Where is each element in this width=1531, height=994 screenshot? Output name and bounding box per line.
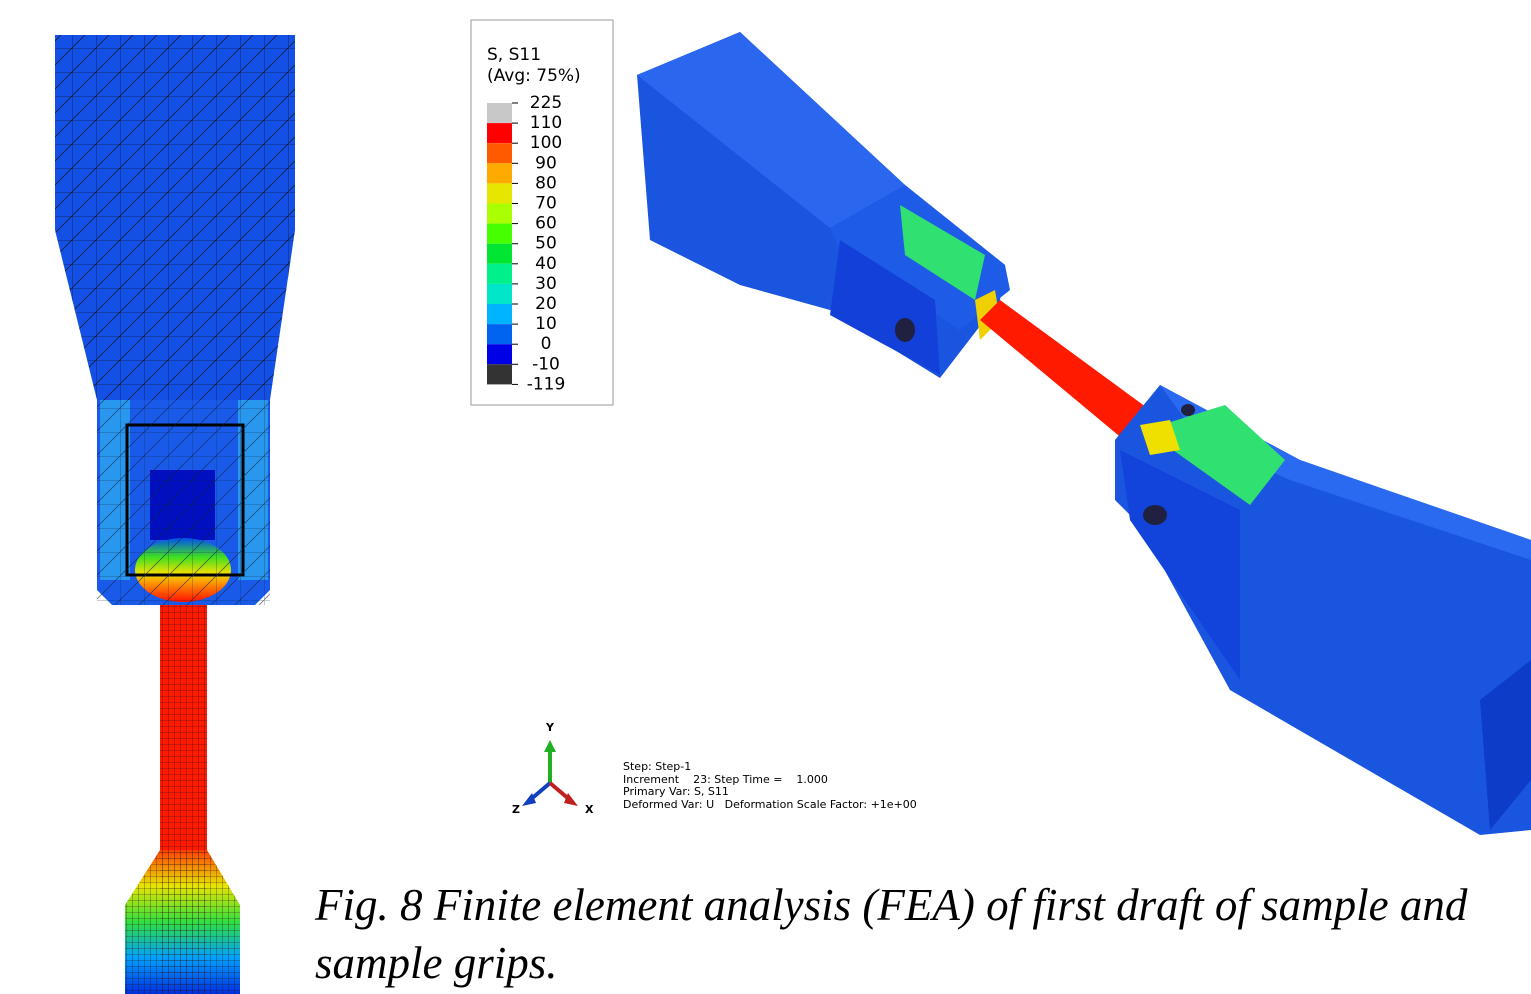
legend-swatch xyxy=(487,123,512,143)
legend-swatch xyxy=(487,143,512,163)
triad-y-label: Y xyxy=(545,721,555,734)
legend-swatch xyxy=(487,364,512,384)
info-line: Step: Step-1 xyxy=(623,761,917,774)
legend-label: 225 xyxy=(530,93,562,113)
legend-swatch xyxy=(487,344,512,364)
legend-swatch xyxy=(487,163,512,183)
legend-title: S, S11 xyxy=(487,45,541,65)
info-line: Primary Var: S, S11 xyxy=(623,786,917,799)
axis-triad: Y Z X xyxy=(512,721,594,816)
left-model xyxy=(55,35,295,994)
legend-swatch xyxy=(487,264,512,284)
figure: S, S11 (Avg: 75%) 2251101009080706050403… xyxy=(0,0,1531,994)
legend-label: 100 xyxy=(530,133,562,153)
legend-subtitle: (Avg: 75%) xyxy=(487,66,581,86)
legend-swatch xyxy=(487,304,512,324)
legend-label: -119 xyxy=(527,374,566,394)
legend-swatch xyxy=(487,244,512,264)
legend-label: 20 xyxy=(535,294,557,314)
triad-y-head xyxy=(544,740,556,752)
right-model xyxy=(637,32,1531,835)
legend-label: 10 xyxy=(535,314,557,334)
figure-caption: Fig. 8 Finite element analysis (FEA) of … xyxy=(315,876,1505,992)
legend-label: 90 xyxy=(535,153,557,173)
legend-label: 40 xyxy=(535,254,557,274)
page: {"legend": {"title": "S, S11", "subtitle… xyxy=(0,0,1531,994)
legend-label: 60 xyxy=(535,214,557,234)
legend-swatch xyxy=(487,204,512,224)
legend-label: 30 xyxy=(535,274,557,294)
triad-z-label: Z xyxy=(512,803,520,816)
legend-label: 50 xyxy=(535,234,557,254)
legend-swatch xyxy=(487,224,512,244)
legend-label: 0 xyxy=(541,334,552,354)
legend: S, S11 (Avg: 75%) 2251101009080706050403… xyxy=(471,20,613,405)
legend-swatch xyxy=(487,284,512,304)
info-line: Deformed Var: U Deformation Scale Factor… xyxy=(623,799,917,812)
legend-swatch xyxy=(487,183,512,203)
legend-label: 70 xyxy=(535,194,557,214)
legend-label: -10 xyxy=(532,354,560,374)
triad-x-label: X xyxy=(585,803,594,816)
legend-swatch xyxy=(487,324,512,344)
legend-label: 110 xyxy=(530,113,562,133)
legend-label: 80 xyxy=(535,173,557,193)
legend-swatch xyxy=(487,103,512,123)
